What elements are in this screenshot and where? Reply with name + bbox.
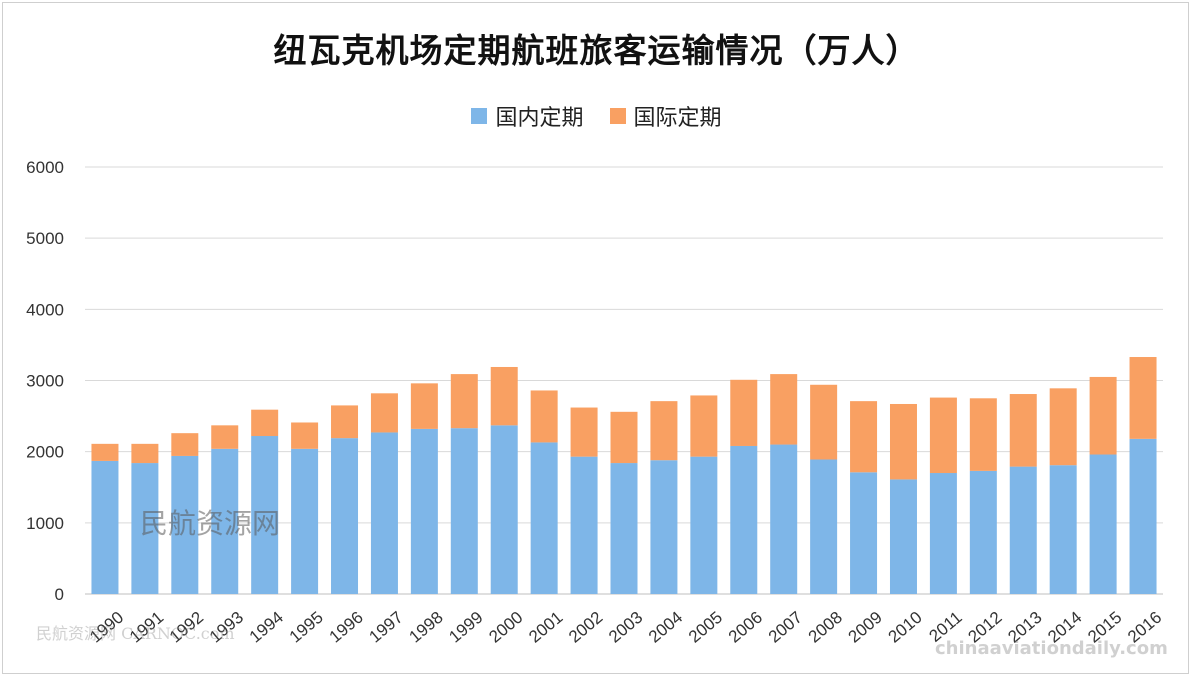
bar-international: [889, 403, 917, 480]
bar-domestic: [530, 442, 558, 594]
x-tick-label: 1994: [246, 608, 287, 647]
x-tick-label: 2001: [525, 608, 566, 647]
bar-domestic: [370, 432, 398, 594]
bar-international: [370, 393, 398, 433]
bar-international: [1009, 394, 1037, 467]
bar-domestic: [450, 428, 478, 594]
bar-domestic: [211, 448, 239, 594]
legend-item-international: 国际定期: [609, 100, 722, 132]
bar-domestic: [730, 445, 758, 594]
y-tick-label: 0: [55, 585, 64, 604]
x-tick-label: 2006: [725, 608, 766, 647]
bar-domestic: [810, 459, 838, 594]
y-tick-label: 4000: [26, 300, 64, 319]
bar-international: [291, 422, 319, 449]
chart-title: 纽瓦克机场定期航班旅客运输情况（万人）: [273, 31, 920, 70]
y-tick-label: 5000: [26, 229, 64, 248]
bar-domestic: [570, 456, 598, 594]
legend-label-domestic: 国内定期: [495, 106, 584, 131]
bar-domestic: [850, 472, 878, 594]
bar-international: [450, 374, 478, 429]
bar-domestic: [1089, 454, 1117, 594]
x-tick-label: 2004: [645, 608, 686, 647]
bar-international: [1049, 388, 1077, 466]
bar-domestic: [889, 479, 917, 594]
bar-domestic: [91, 460, 119, 594]
watermark-bottom-right: chinaaviationdaily.com: [935, 638, 1168, 659]
bar-domestic: [690, 456, 718, 594]
bar-international: [530, 390, 558, 443]
x-tick-label: 2003: [605, 608, 646, 647]
x-tick-label: 2005: [685, 608, 726, 647]
bar-international: [91, 443, 119, 461]
x-tick-label: 2000: [485, 608, 526, 647]
legend-swatch-domestic: [471, 108, 488, 124]
legend-item-domestic: 国内定期: [471, 100, 584, 132]
bar-domestic: [251, 436, 279, 594]
y-tick-label: 2000: [26, 443, 64, 462]
bar-international: [570, 407, 598, 457]
bar-international: [610, 411, 638, 464]
bar-international: [770, 374, 798, 445]
watermark-bottom-left: 民航资源网 CARNOC.com: [36, 624, 235, 643]
y-tick-label: 1000: [26, 514, 64, 533]
x-tick-label: 2007: [765, 608, 806, 647]
bar-domestic: [291, 448, 319, 594]
bar-domestic: [610, 463, 638, 594]
bar-domestic: [410, 428, 438, 594]
bar-domestic: [650, 460, 678, 594]
bar-international: [650, 401, 678, 461]
bar-domestic: [131, 463, 159, 594]
bar-domestic: [929, 473, 957, 594]
bar-domestic: [1009, 466, 1037, 594]
bar-domestic: [490, 425, 518, 594]
bar-international: [929, 397, 957, 474]
x-tick-label: 2009: [845, 608, 886, 647]
bar-international: [211, 425, 239, 449]
x-tick-label: 1996: [326, 608, 367, 647]
x-tick-label: 1999: [445, 608, 486, 647]
bar-international: [690, 395, 718, 457]
bar-international: [730, 379, 758, 446]
bar-domestic: [331, 438, 359, 594]
x-tick-label: 2010: [885, 608, 926, 647]
bar-domestic: [969, 470, 997, 594]
legend-label-international: 国际定期: [633, 106, 722, 131]
legend-swatch-international: [609, 108, 626, 124]
bar-international: [1129, 357, 1157, 439]
watermark-center: 民航资源网: [140, 507, 281, 540]
x-tick-label: 1998: [405, 608, 446, 647]
bar-international: [410, 383, 438, 429]
bar-international: [490, 366, 518, 426]
bar-international: [810, 384, 838, 460]
y-tick-label: 3000: [26, 372, 64, 391]
x-tick-label: 2002: [565, 608, 606, 647]
bar-international: [850, 401, 878, 473]
bar-domestic: [171, 455, 199, 594]
x-tick-label: 2008: [805, 608, 846, 647]
bar-international: [251, 409, 279, 437]
bar-international: [331, 405, 359, 439]
bar-domestic: [770, 444, 798, 594]
bar-domestic: [1049, 465, 1077, 594]
bar-international: [171, 433, 199, 456]
x-tick-label: 1997: [366, 608, 407, 647]
y-tick-label: 6000: [26, 158, 64, 177]
bar-international: [969, 398, 997, 471]
bar-domestic: [1129, 438, 1157, 594]
bar-international: [131, 443, 159, 464]
legend: 国内定期 国际定期: [0, 100, 1193, 132]
bar-international: [1089, 376, 1117, 455]
x-tick-label: 1995: [286, 608, 327, 647]
